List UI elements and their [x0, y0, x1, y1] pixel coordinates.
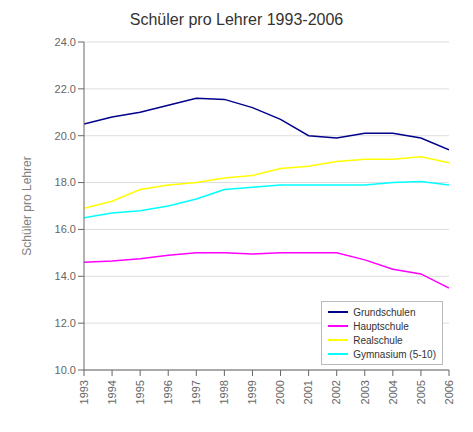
svg-text:10.0: 10.0	[55, 364, 76, 376]
svg-text:2001: 2001	[302, 380, 314, 404]
svg-text:1993: 1993	[78, 380, 90, 404]
svg-text:2000: 2000	[274, 380, 286, 404]
svg-text:1996: 1996	[162, 380, 174, 404]
svg-text:12.0: 12.0	[55, 317, 76, 329]
svg-text:16.0: 16.0	[55, 223, 76, 235]
svg-text:14.0: 14.0	[55, 270, 76, 282]
html-text:Schüler pro Lehrer 1993-2006: Schüler pro Lehrer 1993-2006	[129, 11, 344, 28]
svg-text:1994: 1994	[106, 380, 118, 404]
html-text:Hauptschule: Hauptschule	[353, 320, 409, 332]
html-text:Realschule: Realschule	[353, 334, 403, 346]
svg-text:1997: 1997	[190, 380, 202, 404]
svg-text:1999: 1999	[246, 380, 258, 404]
svg-text:2003: 2003	[359, 380, 371, 404]
svg-text:2005: 2005	[415, 380, 427, 404]
svg-text:2002: 2002	[331, 380, 343, 404]
svg-text:24.0: 24.0	[55, 36, 76, 48]
svg-text:2004: 2004	[387, 380, 399, 404]
svg-text:1995: 1995	[134, 380, 146, 404]
svg-text:Schüler pro Lehrer: Schüler pro Lehrer	[20, 156, 34, 255]
svg-text:2006: 2006	[443, 380, 455, 404]
svg-text:18.0: 18.0	[55, 176, 76, 188]
html-text:Gymnasium (5-10): Gymnasium (5-10)	[353, 348, 436, 360]
html-text:Grundschulen: Grundschulen	[353, 306, 416, 318]
svg-text:20.0: 20.0	[55, 130, 76, 142]
svg-text:1998: 1998	[218, 380, 230, 404]
svg-text:22.0: 22.0	[55, 83, 76, 95]
